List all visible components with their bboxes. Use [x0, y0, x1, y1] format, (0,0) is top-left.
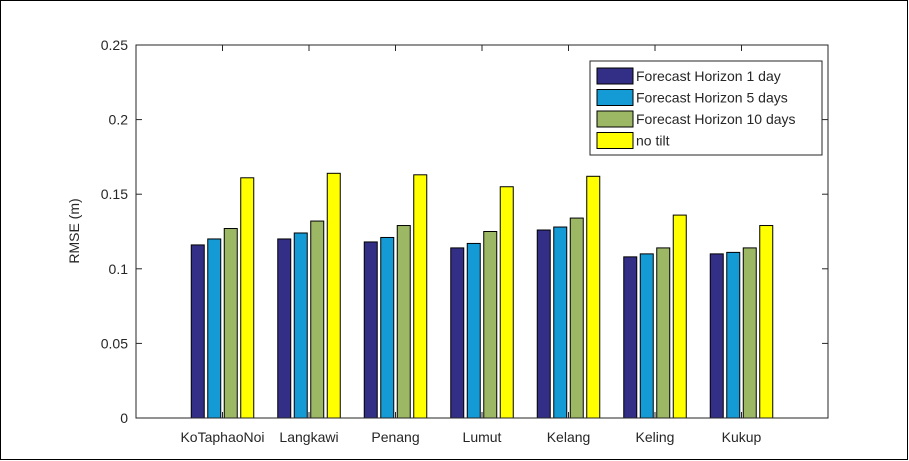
y-tick-label: 0 [120, 410, 128, 426]
x-axis: KoTaphaoNoi Langkawi Penang Lumut Kelang Keli… [180, 45, 762, 445]
chart-marks [190, 172, 774, 419]
y-tick-label: 0.1 [109, 261, 129, 277]
y-axis-label: RMSE (m) [66, 198, 82, 263]
bar-langkawi-series-3 [310, 220, 325, 419]
legend-swatch [596, 89, 634, 106]
bar-kelang-series-2 [553, 226, 568, 419]
bar-penang-series-3 [396, 225, 411, 419]
bar-kukup-series-3 [742, 247, 757, 419]
legend-label: Forecast Horizon 1 day [636, 68, 781, 84]
bar-keling-series-2 [639, 253, 654, 419]
bar-lumut-series-2 [466, 242, 481, 419]
bar-kotaphaonoi-series-3 [223, 228, 238, 419]
legend-label: Forecast Horizon 5 days [636, 90, 788, 106]
legend: Forecast Horizon 1 day Forecast Horizon 5… [589, 60, 823, 156]
legend-label: no tilt [636, 133, 670, 149]
bar-penang-series-4 [413, 174, 428, 419]
bar-kelang-series-3 [569, 217, 584, 419]
bar-langkawi-series-4 [326, 172, 341, 419]
bar-langkawi-series-2 [293, 232, 308, 419]
bar-keling-series-3 [656, 247, 671, 419]
bar-langkawi-series-1 [277, 238, 292, 419]
legend-swatch [596, 132, 634, 149]
y-tick-label: 0.15 [101, 186, 128, 202]
x-tick-label: Lumut [463, 429, 502, 445]
bar-penang-series-1 [363, 241, 378, 419]
bar-keling-series-1 [623, 256, 638, 419]
x-tick-label: Langkawi [279, 429, 338, 445]
y-tick-label: 0.2 [109, 112, 129, 128]
bar-kukup-series-1 [709, 253, 724, 419]
bar-lumut-series-1 [450, 247, 465, 419]
x-tick-label: Kelang [547, 429, 591, 445]
y-tick-label: 0.05 [101, 335, 128, 351]
x-tick-label: KoTaphaoNoi [180, 429, 264, 445]
legend-swatch [596, 110, 634, 128]
x-tick-label: Kukup [722, 429, 762, 445]
y-tick-label: 0.25 [101, 37, 128, 53]
bar-kotaphaonoi-series-2 [207, 238, 222, 419]
bar-kelang-series-1 [536, 229, 551, 419]
bar-lumut-series-4 [499, 186, 514, 419]
y-axis: 0 0.05 0.1 0.15 0.2 0.25 [101, 37, 828, 426]
legend-swatch [596, 67, 634, 85]
x-tick-label: Penang [371, 429, 419, 445]
bar-keling-series-4 [672, 214, 687, 419]
bar-kotaphaonoi-series-1 [190, 244, 205, 419]
legend-label: Forecast Horizon 10 days [636, 111, 796, 127]
x-tick-label: Keling [636, 429, 675, 445]
bar-lumut-series-3 [483, 231, 498, 419]
bar-kukup-series-2 [726, 251, 741, 419]
bar-kotaphaonoi-series-4 [240, 177, 255, 419]
bar-kelang-series-4 [586, 175, 601, 419]
bar-penang-series-2 [380, 236, 395, 419]
bar-kukup-series-4 [759, 225, 774, 419]
